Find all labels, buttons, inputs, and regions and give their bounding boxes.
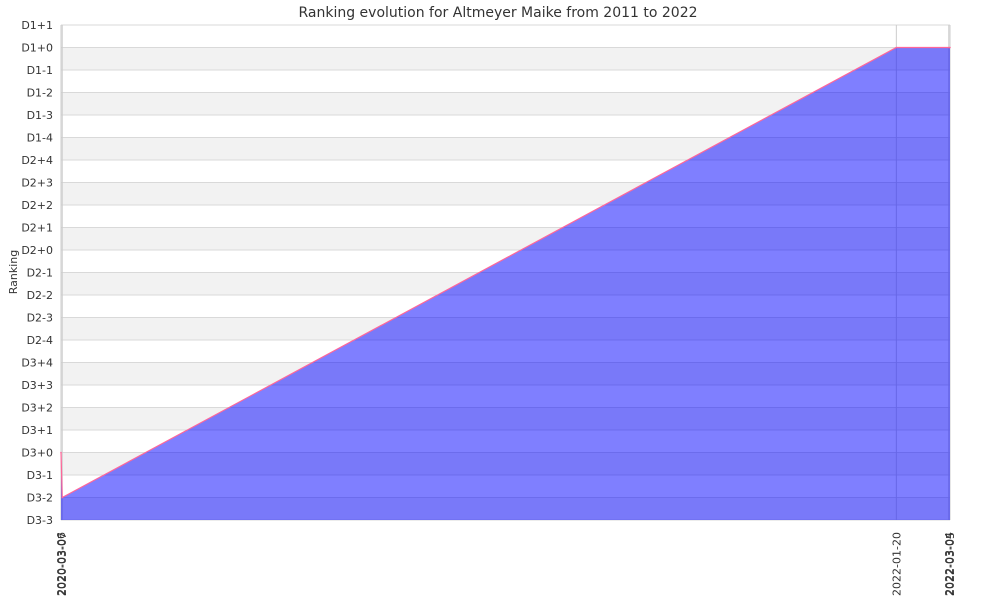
x-tick-label: 2022-03-04 bbox=[943, 532, 956, 596]
area-fill bbox=[61, 47, 950, 520]
y-tick-label: D3-3 bbox=[27, 514, 53, 527]
area-layer bbox=[60, 46, 951, 520]
y-tick-label: D2+2 bbox=[21, 199, 53, 212]
y-tick-label: D1+1 bbox=[21, 19, 53, 32]
y-tick-label: D3-1 bbox=[27, 469, 53, 482]
y-tick-label: D2+1 bbox=[21, 222, 53, 235]
chart-title: Ranking evolution for Altmeyer Maike fro… bbox=[298, 5, 697, 21]
y-tick-label: D3+2 bbox=[21, 402, 53, 415]
y-tick-label: D2+0 bbox=[21, 244, 53, 257]
y-tick-label: D3+4 bbox=[21, 357, 53, 370]
y-tick-label: D3-2 bbox=[27, 492, 53, 505]
y-tick-label: D1-2 bbox=[27, 87, 53, 100]
y-axis-label: Ranking bbox=[7, 250, 20, 295]
y-tick-label: D1-3 bbox=[27, 109, 53, 122]
y-tick-label: D2-1 bbox=[27, 267, 53, 280]
y-tick-label: D1-4 bbox=[27, 132, 53, 145]
y-tick-label: D2-3 bbox=[27, 312, 53, 325]
y-tick-label: D2+3 bbox=[21, 177, 53, 190]
x-tick-label: 2022-03-05 bbox=[944, 532, 957, 596]
data-point bbox=[61, 496, 64, 499]
y-tick-label: D2-2 bbox=[27, 289, 53, 302]
grid-band bbox=[61, 47, 950, 70]
y-tick-labels: D3-3 D3-2 D3-1 D3+0 D3+1 D3+2 D3+3 D3+4 D2-4 D2-3… bbox=[21, 19, 53, 527]
x-tick-label: 2020-03-07 bbox=[56, 532, 69, 596]
y-tick-label: D2+4 bbox=[21, 154, 53, 167]
y-tick-label: D3+1 bbox=[21, 424, 53, 437]
data-point bbox=[949, 46, 951, 49]
grid-band bbox=[61, 92, 950, 115]
x-tick-label: 2022-01-20 bbox=[890, 532, 903, 596]
data-point bbox=[895, 46, 898, 49]
y-tick-label: D2-4 bbox=[27, 334, 53, 347]
data-point bbox=[60, 451, 62, 454]
y-tick-label: D3+0 bbox=[21, 447, 53, 460]
y-tick-label: D1-1 bbox=[27, 64, 53, 77]
y-tick-label: D3+3 bbox=[21, 379, 53, 392]
data-point bbox=[947, 46, 950, 49]
y-tick-label: D1+0 bbox=[21, 42, 53, 55]
x-tick-label: 2020-03-06 bbox=[55, 532, 68, 596]
